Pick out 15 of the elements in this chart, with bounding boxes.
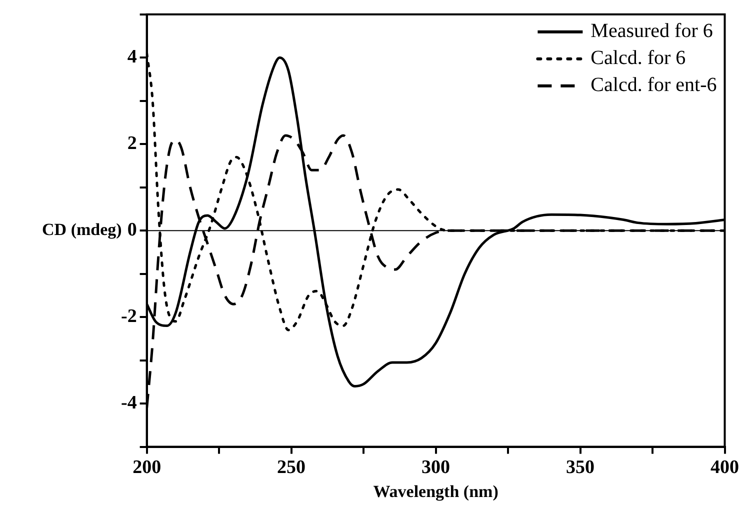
y-axis-title: CD (mdeg): [42, 220, 122, 239]
x-axis-title: Wavelength (nm): [373, 482, 498, 502]
x-tick-label: 250: [277, 457, 306, 478]
legend-label: Measured for 6: [590, 20, 713, 42]
y-tick-label: -2: [121, 306, 137, 327]
x-tick-label: 300: [422, 457, 450, 478]
x-tick-label: 200: [132, 457, 162, 478]
legend-label: Calcd. for ent-6: [590, 74, 717, 96]
y-tick-label: 2: [127, 133, 137, 154]
y-tick-label: 0: [127, 220, 137, 241]
y-tick-label: -4: [121, 392, 138, 414]
legend-label: Calcd. for 6: [590, 47, 686, 70]
x-tick-label: 400: [710, 457, 739, 478]
y-tick-label: 4: [127, 46, 138, 68]
x-tick-label: 350: [566, 457, 595, 478]
